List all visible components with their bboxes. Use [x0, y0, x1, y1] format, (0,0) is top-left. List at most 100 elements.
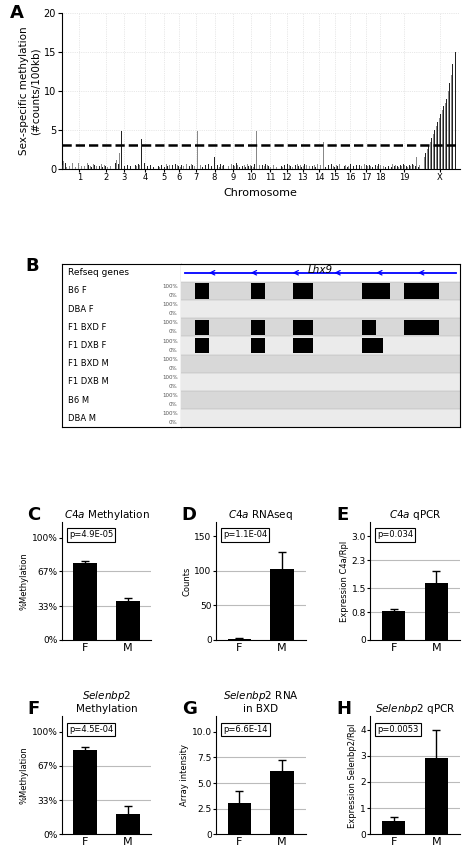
- Bar: [90, 166, 91, 169]
- Bar: [163, 166, 164, 169]
- Bar: [200, 165, 201, 169]
- Bar: [378, 164, 379, 169]
- Text: 0%: 0%: [169, 347, 177, 353]
- Bar: [418, 283, 439, 298]
- Bar: [222, 166, 223, 169]
- Bar: [270, 167, 271, 169]
- Bar: [323, 142, 324, 169]
- Bar: [418, 320, 439, 335]
- Bar: [287, 164, 288, 169]
- Text: F: F: [27, 700, 40, 718]
- Title: $\it{Selenbp2}$ RNA
in BXD: $\it{Selenbp2}$ RNA in BXD: [223, 689, 299, 715]
- Bar: [81, 166, 82, 169]
- Bar: [223, 165, 224, 169]
- Bar: [141, 139, 142, 169]
- Bar: [147, 166, 148, 169]
- Bar: [69, 166, 70, 169]
- Bar: [139, 165, 140, 169]
- Bar: [205, 165, 206, 169]
- Text: Lhx9: Lhx9: [308, 265, 333, 275]
- Bar: [375, 165, 376, 169]
- Bar: [245, 167, 246, 169]
- Bar: [72, 163, 73, 169]
- Bar: [130, 166, 131, 169]
- Bar: [208, 164, 209, 169]
- Y-axis label: Sex-specific methylation
(#counts/100kb): Sex-specific methylation (#counts/100kb): [19, 27, 41, 155]
- Bar: [75, 167, 76, 169]
- Bar: [443, 107, 444, 169]
- Bar: [186, 164, 187, 169]
- Bar: [436, 126, 437, 169]
- Bar: [148, 164, 149, 169]
- Bar: [425, 583, 448, 640]
- Bar: [270, 569, 294, 640]
- Bar: [303, 166, 304, 169]
- Bar: [422, 161, 423, 169]
- Bar: [359, 165, 360, 169]
- Bar: [124, 166, 125, 169]
- Bar: [274, 166, 275, 169]
- Text: 100%: 100%: [162, 284, 177, 289]
- Bar: [419, 165, 420, 169]
- Bar: [197, 132, 198, 169]
- Text: 100%: 100%: [162, 339, 177, 343]
- Bar: [404, 165, 405, 169]
- Text: C: C: [27, 506, 41, 524]
- Bar: [161, 165, 162, 169]
- Bar: [309, 166, 310, 169]
- Bar: [364, 164, 365, 169]
- Bar: [297, 164, 298, 169]
- Bar: [93, 164, 94, 169]
- Bar: [229, 167, 230, 169]
- Bar: [164, 167, 165, 169]
- Bar: [415, 166, 416, 169]
- Bar: [276, 167, 277, 169]
- Bar: [284, 165, 285, 169]
- Text: 0%: 0%: [169, 329, 177, 335]
- Bar: [173, 166, 174, 169]
- Bar: [181, 318, 460, 336]
- Bar: [333, 166, 334, 169]
- Bar: [126, 164, 127, 169]
- Text: DBA M: DBA M: [68, 414, 96, 423]
- Text: Refseq genes: Refseq genes: [68, 268, 128, 277]
- Bar: [388, 166, 389, 169]
- Bar: [397, 166, 398, 169]
- Bar: [181, 354, 460, 373]
- Text: p=4.5E-04: p=4.5E-04: [69, 725, 113, 734]
- Bar: [353, 166, 354, 169]
- Text: G: G: [182, 700, 197, 718]
- Bar: [312, 166, 313, 169]
- Bar: [412, 164, 413, 169]
- Bar: [214, 157, 215, 169]
- Text: p=1.1E-04: p=1.1E-04: [223, 531, 267, 539]
- Bar: [404, 320, 418, 335]
- Bar: [228, 166, 229, 169]
- Bar: [259, 165, 260, 169]
- Bar: [244, 165, 245, 169]
- Title: $\it{C4a}$ qPCR: $\it{C4a}$ qPCR: [389, 508, 441, 522]
- Bar: [289, 165, 290, 169]
- Bar: [434, 130, 435, 169]
- Bar: [406, 166, 407, 169]
- Bar: [425, 759, 448, 834]
- Text: 100%: 100%: [162, 320, 177, 325]
- Bar: [177, 165, 178, 169]
- Bar: [158, 166, 159, 169]
- Bar: [183, 166, 184, 169]
- Text: B: B: [26, 257, 39, 275]
- Bar: [216, 166, 217, 169]
- Bar: [96, 166, 97, 169]
- Bar: [325, 167, 326, 169]
- Bar: [251, 283, 264, 298]
- Bar: [455, 52, 456, 169]
- Title: $\it{Selenbp2}$
Methylation: $\it{Selenbp2}$ Methylation: [76, 689, 137, 715]
- Bar: [192, 165, 193, 169]
- Bar: [73, 750, 97, 834]
- Bar: [314, 165, 315, 169]
- Bar: [320, 165, 321, 169]
- Y-axis label: %Methylation: %Methylation: [20, 552, 29, 610]
- Bar: [128, 157, 129, 169]
- Bar: [337, 166, 338, 169]
- Bar: [256, 132, 257, 169]
